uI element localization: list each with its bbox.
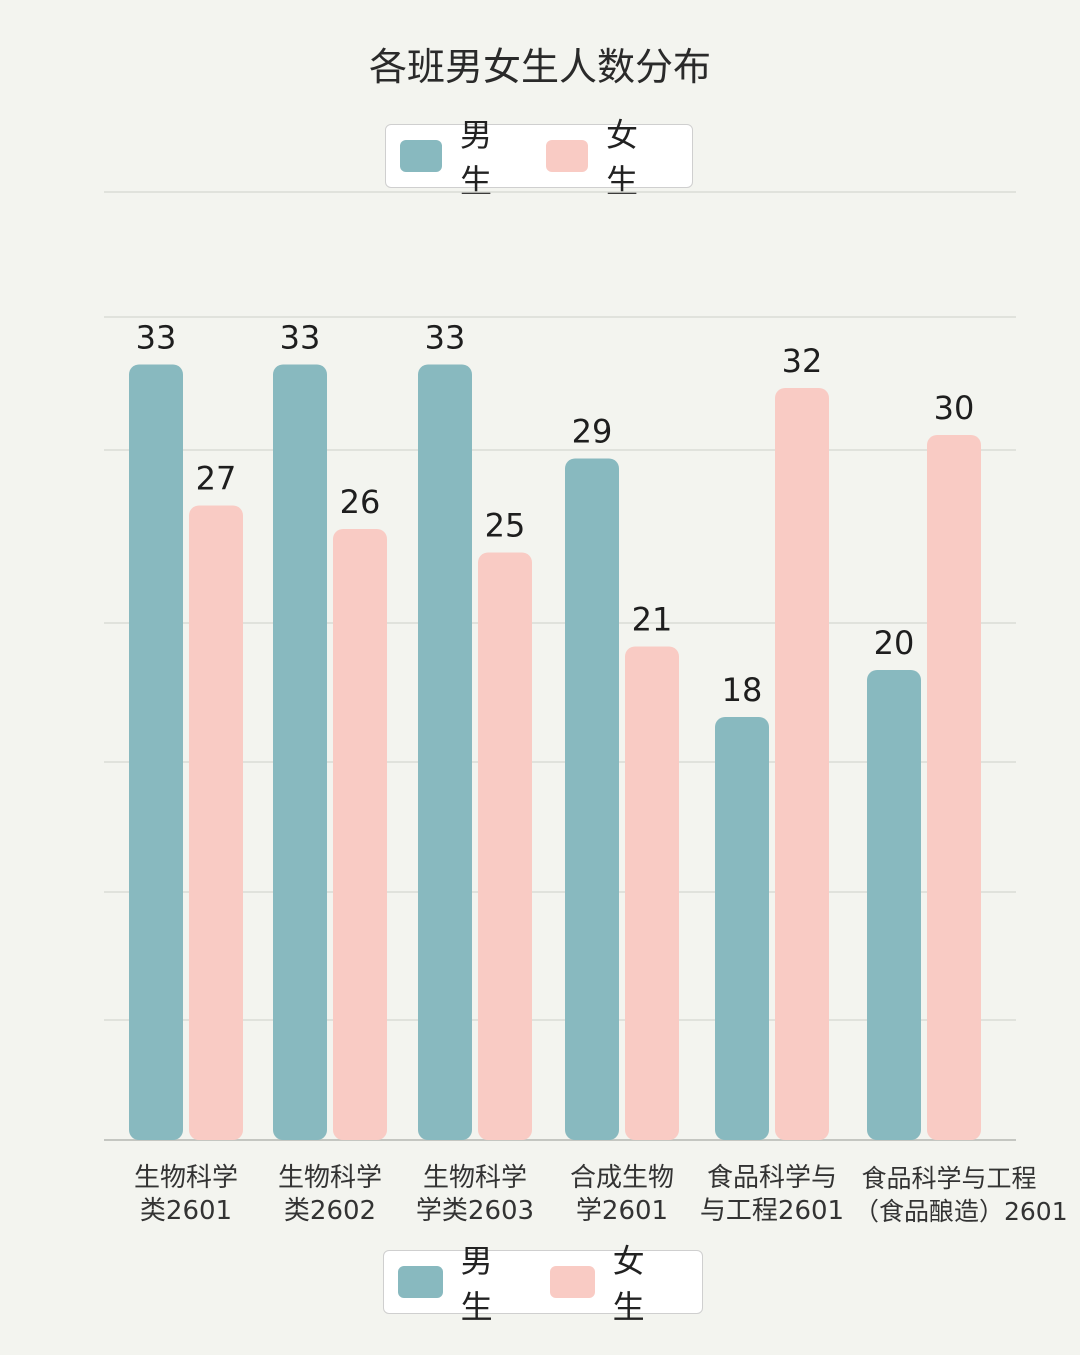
category-label-line: 学2601 <box>575 1196 669 1226</box>
bar-male-3 <box>418 364 472 1140</box>
category-label-line: 生物科学 <box>422 1163 527 1193</box>
bar-male-6 <box>867 670 921 1140</box>
chart-title: 各班男女生人数分布 <box>368 45 711 89</box>
legend-item-female: 女生 <box>550 1236 672 1328</box>
category-label-line: 生物科学 <box>133 1163 238 1193</box>
legend-label-female: 女生 <box>612 1242 645 1326</box>
legend-item-female: 女生 <box>546 110 662 202</box>
category-label-2: 生物科学 类2602 <box>245 1162 415 1228</box>
category-label-1: 生物科学 类2601 <box>101 1162 271 1228</box>
legend-top: 男生 女生 <box>385 116 693 200</box>
legend-swatch-female <box>546 140 588 172</box>
bar-female-6 <box>927 435 981 1140</box>
data-label-male-5: 18 <box>722 671 763 709</box>
category-label-4: 合成生物 学2601 <box>537 1162 707 1228</box>
category-label-line: 合成生物 <box>569 1163 674 1193</box>
bar-female-4 <box>625 646 679 1140</box>
bar-male-4 <box>565 458 619 1140</box>
bar-male-5 <box>715 717 769 1140</box>
data-label-female-5: 32 <box>782 342 823 380</box>
legend-item-male: 男生 <box>400 110 516 202</box>
legend-swatch-male <box>400 140 442 172</box>
bar-female-5 <box>775 388 829 1140</box>
bar-female-3 <box>478 552 532 1140</box>
category-label-line: 类2602 <box>283 1196 377 1226</box>
category-label-line: 食品科学与 <box>706 1163 837 1193</box>
category-label-line: 学类2603 <box>415 1196 535 1226</box>
legend-swatch-female <box>550 1266 595 1298</box>
data-label-male-3: 33 <box>425 319 466 357</box>
category-label-6: 食品科学与工程 （食品酿造）2601 <box>854 1162 1068 1228</box>
category-label-line: （食品酿造）2601 <box>854 1197 1068 1226</box>
category-label-5: 食品科学与 与工程2601 <box>687 1162 857 1228</box>
bar-male-2 <box>273 364 327 1140</box>
legend-swatch-male <box>398 1266 443 1298</box>
legend-label-female: 女生 <box>606 116 639 200</box>
data-label-male-4: 29 <box>572 413 613 451</box>
category-label-line: 与工程2601 <box>699 1196 845 1226</box>
category-label-line: 食品科学与工程 <box>861 1164 1037 1193</box>
data-label-female-6: 30 <box>934 389 975 427</box>
bar-female-2 <box>333 529 387 1140</box>
bar-male-1 <box>129 364 183 1140</box>
legend-label-male: 男生 <box>460 1242 493 1326</box>
category-label-line: 生物科学 <box>277 1163 382 1193</box>
data-label-female-2: 26 <box>340 483 381 521</box>
data-label-female-1: 27 <box>196 460 237 498</box>
category-label-3: 生物科学 学类2603 <box>390 1162 560 1228</box>
data-label-female-4: 21 <box>632 601 673 639</box>
legend-bottom: 男生 女生 <box>383 1242 703 1326</box>
data-label-female-3: 25 <box>485 507 526 545</box>
bar-female-1 <box>189 505 243 1140</box>
data-label-male-1: 33 <box>136 319 177 357</box>
data-label-male-2: 33 <box>280 319 321 357</box>
category-label-line: 类2601 <box>139 1196 233 1226</box>
legend-label-male: 男生 <box>460 116 493 200</box>
data-label-male-6: 20 <box>874 624 915 662</box>
legend-item-male: 男生 <box>398 1236 520 1328</box>
